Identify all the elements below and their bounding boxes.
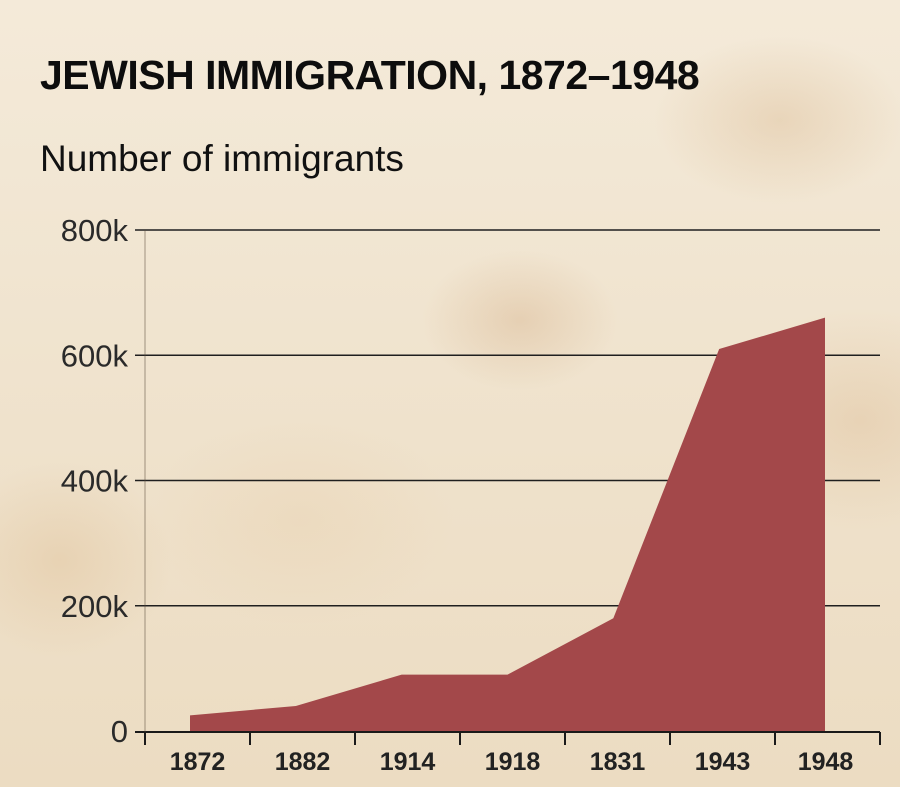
area-series	[189, 317, 826, 731]
x-tick-label: 1872	[170, 748, 226, 776]
axes	[135, 230, 881, 745]
x-tick-label: 1831	[590, 748, 646, 776]
x-tick-label: 1943	[695, 748, 751, 776]
y-tick-label: 0	[111, 714, 128, 749]
y-tick-label: 400k	[61, 464, 129, 499]
x-axis-tick-labels: 1872 1882 1914 1918 1831 1943 1948	[170, 748, 854, 776]
chart-title: JEWISH IMMIGRATION, 1872–1948	[40, 52, 700, 98]
y-axis-tick-labels: 0 200k 400k 600k 800k	[61, 213, 129, 749]
y-tick-label: 600k	[61, 338, 129, 373]
y-tick-label: 800k	[61, 213, 129, 248]
x-tick-label: 1882	[275, 748, 331, 776]
y-tick-label: 200k	[61, 589, 129, 624]
x-tick-label: 1918	[485, 748, 541, 776]
x-tick-label: 1948	[798, 748, 854, 776]
x-tick-label: 1914	[380, 748, 436, 776]
area-fill	[190, 317, 825, 731]
chart-subtitle: Number of immigrants	[40, 138, 404, 179]
